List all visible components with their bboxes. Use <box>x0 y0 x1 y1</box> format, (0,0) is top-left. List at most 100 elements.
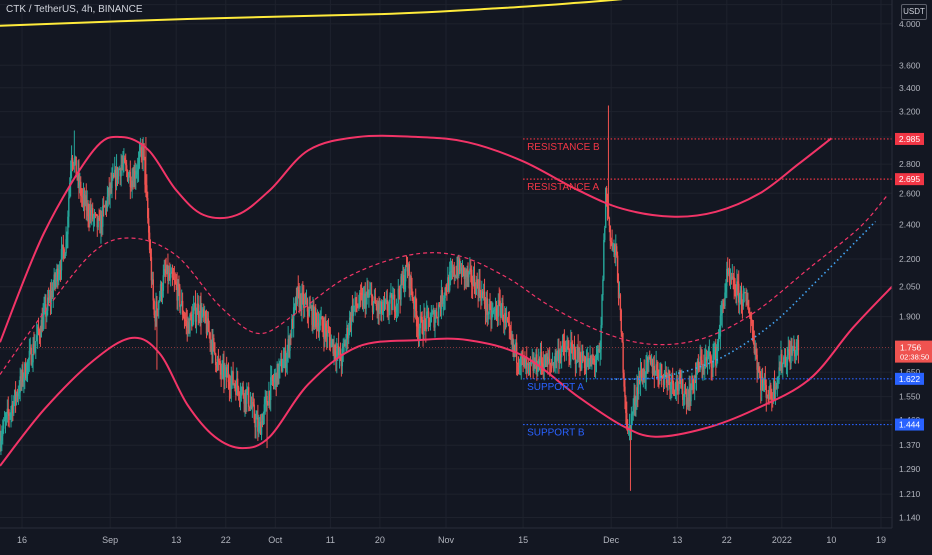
candle-body <box>197 303 199 315</box>
candle-body <box>327 329 330 332</box>
candle-body <box>255 419 257 428</box>
candle-body <box>577 346 579 359</box>
candle-body <box>68 197 70 217</box>
currency-badge[interactable]: USDT <box>901 4 927 20</box>
candle-body <box>685 392 688 405</box>
candle-body <box>201 312 203 321</box>
candle-body <box>291 318 293 337</box>
candle-body <box>543 365 545 371</box>
candle-body <box>65 239 67 254</box>
level-label-resistance: RESISTANCE A <box>527 182 599 193</box>
candle-body <box>432 310 434 313</box>
candle-body <box>790 347 792 364</box>
candle-body <box>42 315 44 331</box>
candle-body <box>60 248 63 271</box>
candle-body <box>389 295 391 304</box>
candle-body <box>539 352 542 365</box>
candle-body <box>339 349 342 361</box>
x-tick-label: Dec <box>603 535 620 545</box>
candle-body <box>570 342 572 362</box>
candle-body <box>510 333 512 340</box>
symbol-title[interactable]: CTK / TetherUS, 4h, BINANCE <box>6 4 143 15</box>
candle-body <box>64 253 66 259</box>
candle-body <box>636 387 638 402</box>
candle-body <box>638 376 640 395</box>
candle-body <box>497 300 500 317</box>
candle-body <box>602 279 604 296</box>
candle-body <box>330 340 332 348</box>
candle-body <box>312 305 314 325</box>
level-price-tag <box>895 173 924 186</box>
candle-body <box>675 378 678 390</box>
candle-body <box>437 317 439 318</box>
candle-body <box>306 299 309 312</box>
candle-body <box>700 356 702 361</box>
candle-body <box>195 314 198 322</box>
candle-body <box>227 372 230 382</box>
candle-body <box>247 387 249 392</box>
candle-body <box>192 308 195 315</box>
candle-body <box>155 301 157 322</box>
candle-body <box>44 304 46 309</box>
candle-body <box>272 381 275 383</box>
candle-body <box>646 358 648 360</box>
candle-body <box>551 362 554 366</box>
candle-body <box>741 304 744 307</box>
candle-body <box>289 335 291 351</box>
candle-body <box>24 363 27 379</box>
candle-body <box>745 292 747 302</box>
candle-body <box>550 365 553 367</box>
candle-body <box>445 288 447 292</box>
candle-body <box>260 420 263 435</box>
candle-body <box>256 417 258 420</box>
candle-body <box>80 195 83 197</box>
level-price-tag-text: 2.695 <box>899 174 921 184</box>
candle-body <box>373 296 376 302</box>
candle-body <box>133 170 135 187</box>
candle-body <box>607 206 610 218</box>
candle-body <box>573 348 576 350</box>
candle-body <box>430 314 433 322</box>
candle-body <box>405 265 408 268</box>
candle-body <box>95 213 98 215</box>
y-tick-label: 2.200 <box>899 254 921 264</box>
candle-body <box>308 306 310 317</box>
candle-body <box>621 332 623 343</box>
candle-body <box>578 351 580 359</box>
candle-body <box>771 398 774 400</box>
candle-body <box>252 402 254 405</box>
candle-body <box>319 319 321 326</box>
candle-body <box>176 283 178 301</box>
candle-body <box>282 359 285 368</box>
candle-body <box>125 162 127 166</box>
candle-body <box>708 351 711 356</box>
candle-body <box>362 295 365 307</box>
candle-body <box>727 269 730 274</box>
candle-body <box>14 390 17 400</box>
candle-body <box>582 360 585 362</box>
candle-body <box>382 301 385 310</box>
candle-body <box>608 217 611 226</box>
candle-body <box>704 358 706 369</box>
candle-body <box>307 311 310 317</box>
candle-body <box>755 348 757 355</box>
candle-body <box>400 276 402 300</box>
candle-body <box>246 391 248 404</box>
candle-body <box>436 311 438 318</box>
candle-body <box>254 419 256 428</box>
candle-body <box>584 368 587 370</box>
candle-body <box>31 362 33 365</box>
candle-body <box>265 395 267 399</box>
candle-body <box>43 308 45 316</box>
candle-body <box>529 362 532 365</box>
candle-body <box>337 345 339 351</box>
candle-body <box>206 318 209 334</box>
candle-body <box>259 421 261 427</box>
candle-body <box>735 291 737 298</box>
candle-body <box>318 325 321 332</box>
candle-body <box>367 291 369 296</box>
candle-body <box>87 203 89 217</box>
candle-body <box>350 307 353 326</box>
